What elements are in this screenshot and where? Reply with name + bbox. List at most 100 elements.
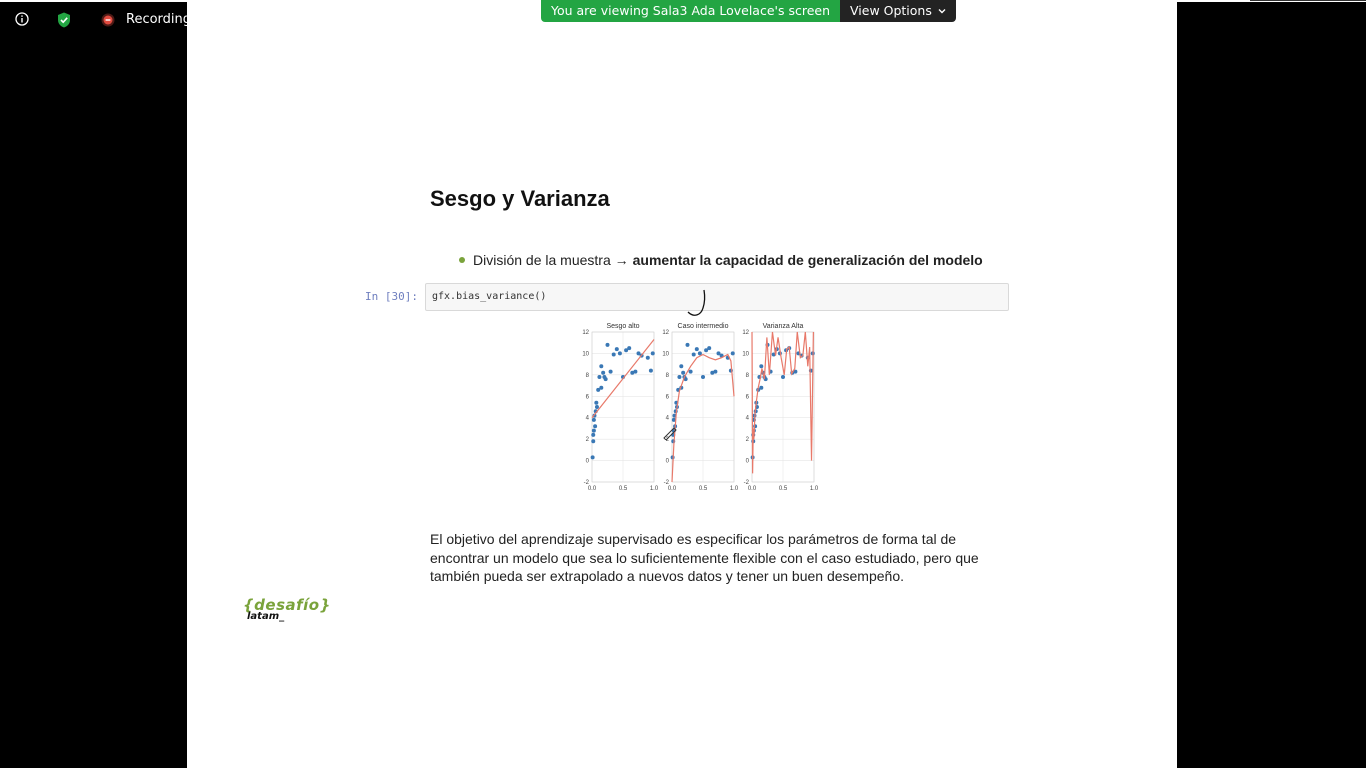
y-tick-label: 12 <box>582 330 589 336</box>
bullet-bold-text: aumentar la capacidad de generalización … <box>632 252 983 268</box>
cell-input-prompt: In [30]: <box>365 290 418 303</box>
y-tick-label: -2 <box>664 480 670 486</box>
data-point <box>688 369 693 374</box>
y-tick-label: 8 <box>586 373 590 379</box>
x-tick-label: 1.0 <box>810 486 819 492</box>
data-point <box>611 352 616 357</box>
y-tick-label: -2 <box>744 480 750 486</box>
data-point <box>591 417 596 422</box>
data-point <box>591 428 596 433</box>
y-tick-label: 0 <box>666 459 670 465</box>
data-point <box>617 351 622 356</box>
data-point <box>614 347 619 352</box>
subplot-title: Sesgo alto <box>606 323 639 330</box>
plot-frame <box>591 331 655 483</box>
x-tick-label: 1.0 <box>730 486 739 492</box>
y-tick-label: 0 <box>586 459 590 465</box>
x-tick-label: 0.0 <box>588 486 597 492</box>
recording-label: Recording <box>126 12 192 27</box>
data-point <box>685 342 690 347</box>
data-point <box>599 364 604 369</box>
x-tick-label: 1.0 <box>650 486 659 492</box>
view-options-button[interactable]: View Options <box>840 0 956 22</box>
y-tick-label: 2 <box>746 437 750 443</box>
y-tick-label: 10 <box>582 351 589 357</box>
bullet-item: División de la muestra → aumentar la cap… <box>459 252 983 268</box>
data-point <box>671 417 676 422</box>
data-point <box>597 375 602 379</box>
view-options-label: View Options <box>850 3 932 18</box>
logo-top-text: {desafío} <box>243 596 331 614</box>
y-tick-label: 2 <box>586 437 590 443</box>
data-point <box>596 387 601 392</box>
x-tick-label: 0.5 <box>779 486 788 492</box>
data-point <box>697 351 702 356</box>
subplot-title: Caso intermedio <box>678 323 729 330</box>
y-tick-label: -2 <box>584 480 590 486</box>
plot-frame <box>671 331 735 483</box>
data-point <box>683 377 688 382</box>
data-point <box>591 439 596 444</box>
data-point <box>710 370 715 375</box>
data-point <box>601 370 606 375</box>
data-point <box>633 369 638 374</box>
data-point <box>591 432 596 437</box>
data-point <box>630 370 635 375</box>
screen-share-banner: You are viewing Sala3 Ada Lovelace's scr… <box>541 0 956 22</box>
data-point <box>650 351 655 356</box>
info-icon[interactable] <box>15 12 29 26</box>
data-point <box>759 385 764 390</box>
chevron-down-icon <box>938 9 946 14</box>
y-tick-label: 12 <box>662 330 669 336</box>
x-tick-label: 0.0 <box>668 486 677 492</box>
data-point <box>590 455 595 460</box>
screen-top-border-dark <box>1250 0 1366 1</box>
data-point <box>694 347 699 352</box>
encryption-shield-icon[interactable] <box>57 12 71 28</box>
shared-screen: Sesgo y Varianza División de la muestra … <box>187 2 1177 768</box>
data-point <box>603 377 608 382</box>
y-tick-label: 2 <box>666 437 670 443</box>
y-tick-label: 8 <box>666 373 670 379</box>
fit-line <box>591 339 655 419</box>
y-tick-label: 8 <box>746 373 750 379</box>
y-tick-label: 6 <box>666 394 670 400</box>
data-point <box>624 348 629 353</box>
logo-bottom-text: latam_ <box>247 611 285 622</box>
data-point <box>730 351 735 356</box>
data-point <box>677 375 682 379</box>
notebook-title: Sesgo y Varianza <box>430 186 610 211</box>
data-point <box>599 385 604 390</box>
viewing-screen-label: You are viewing Sala3 Ada Lovelace's scr… <box>541 0 840 22</box>
data-point <box>679 364 684 369</box>
pen-cursor-icon <box>663 427 677 440</box>
x-tick-label: 0.5 <box>619 486 628 492</box>
data-point <box>605 342 610 347</box>
data-point <box>594 400 599 405</box>
y-tick-label: 4 <box>666 416 670 422</box>
y-tick-label: 6 <box>586 394 590 400</box>
y-tick-label: 6 <box>746 394 750 400</box>
desafio-latam-logo: {desafío} latam_ <box>243 596 331 622</box>
data-point <box>704 348 709 353</box>
bullet-text: División de la muestra → <box>473 252 629 268</box>
code-text: gfx.bias_variance() <box>432 291 547 302</box>
data-point <box>716 351 721 356</box>
x-tick-label: 0.5 <box>699 486 708 492</box>
data-point <box>781 375 785 379</box>
data-point <box>707 346 712 351</box>
bias-variance-plots: -2 0 2 4 6 8 10 12 0.0 0.5 1.0 Sesgo alto -2 0 2 4 6 8 10 1… <box>582 323 819 492</box>
y-tick-label: 4 <box>746 416 750 422</box>
data-point <box>793 369 798 374</box>
data-point <box>594 405 599 409</box>
data-point <box>636 351 641 356</box>
data-point <box>593 424 598 429</box>
recording-icon[interactable] <box>101 13 115 27</box>
y-tick-label: 0 <box>746 459 750 465</box>
bullet-dot <box>459 257 465 263</box>
data-point <box>645 355 650 360</box>
data-point <box>648 368 653 373</box>
fit-line <box>671 353 735 483</box>
code-cell[interactable]: gfx.bias_variance() <box>425 283 1009 311</box>
data-point <box>608 369 613 374</box>
